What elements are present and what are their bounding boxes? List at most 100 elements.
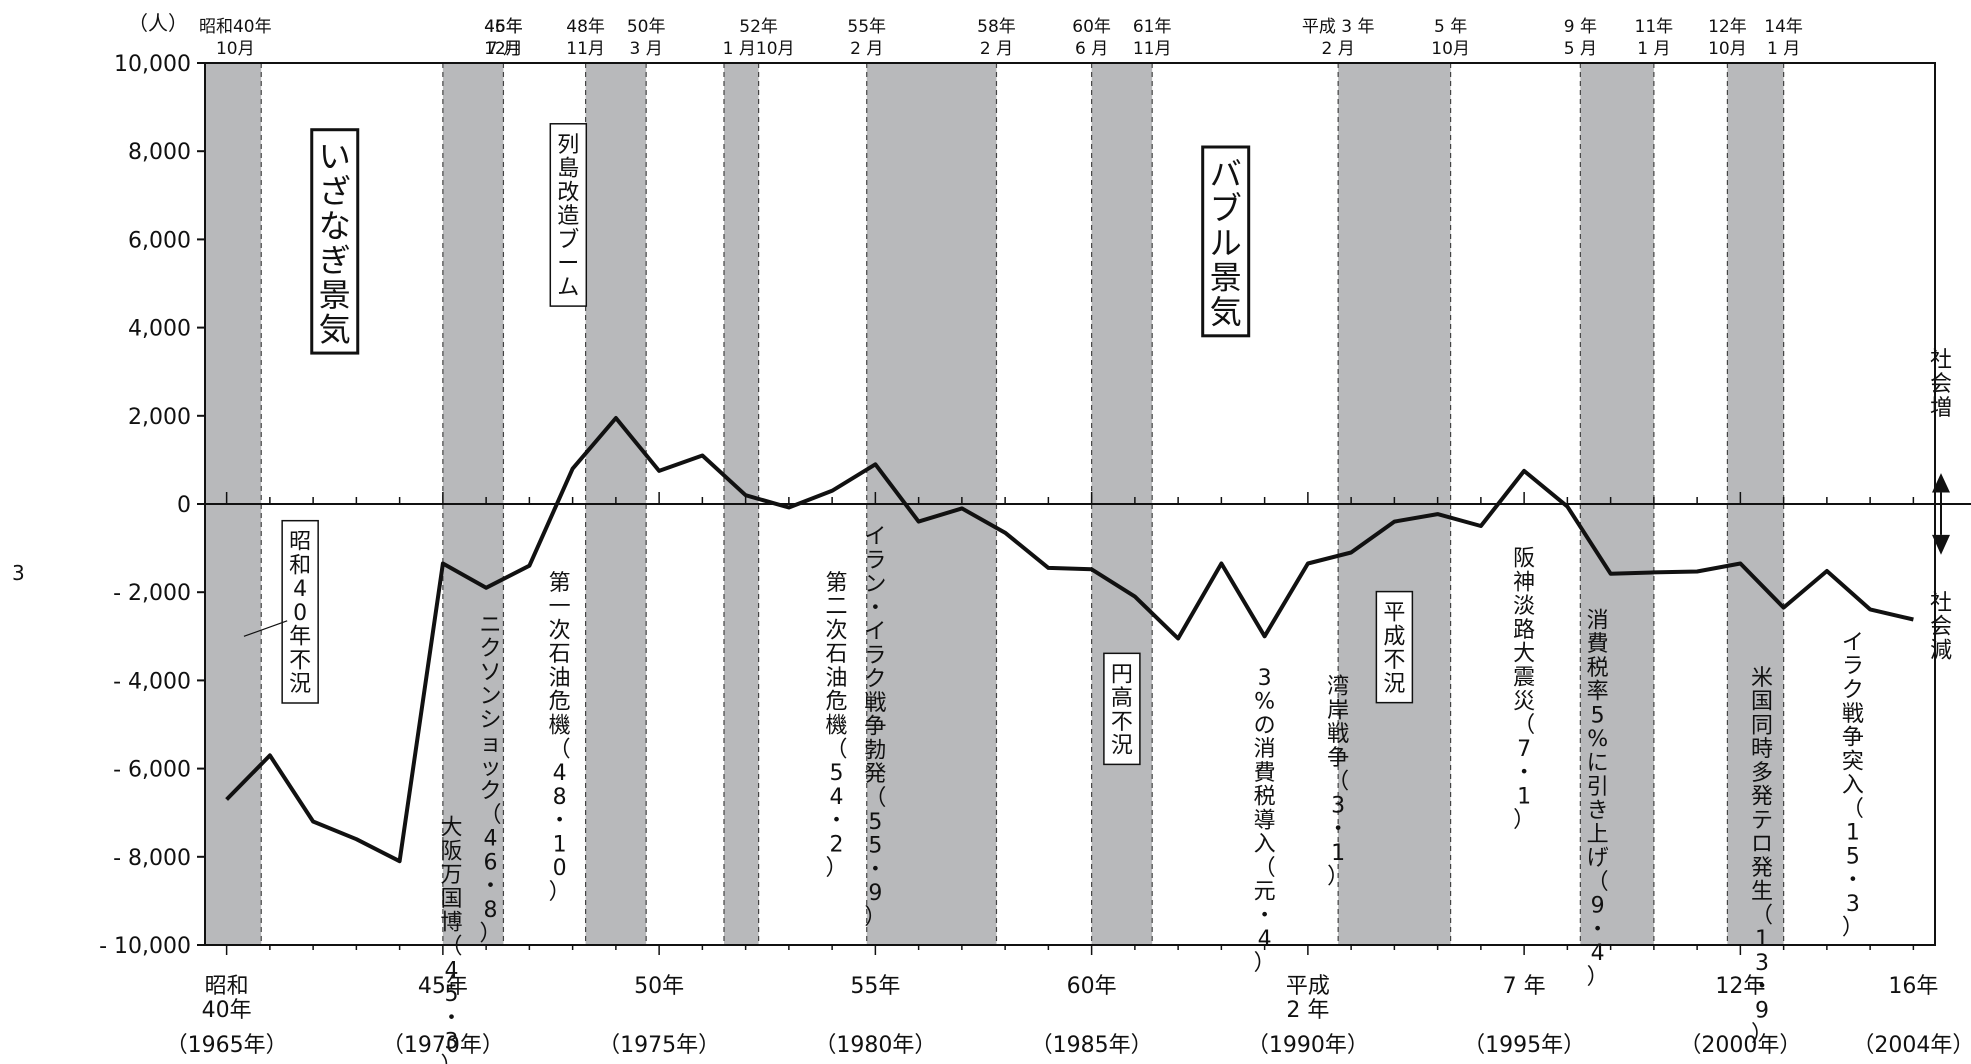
period-start-label: 50年 — [627, 17, 666, 37]
annotation-char: 元 — [1254, 880, 1276, 905]
annotation-char: （ — [825, 737, 847, 762]
annotation-char: 阪 — [1513, 547, 1535, 572]
annotation-char: ム — [557, 275, 579, 300]
annotation-pointer — [243, 620, 288, 637]
annotation-char: の — [1254, 713, 1276, 738]
annotation-char: 税 — [1254, 785, 1276, 810]
x-axis-ticks: 昭和40年（1965年）45年（1970年）50年（1975年）55年（1980… — [166, 492, 1971, 1058]
annotation-char: 1 — [1331, 841, 1345, 866]
annotation-char: （ — [1587, 870, 1609, 895]
y-tick-label: 8,000 — [128, 140, 191, 165]
x-tick-label: 45年 — [418, 974, 468, 999]
annotation-char: ブ — [1210, 190, 1242, 228]
period-start-label: 55年 — [847, 17, 886, 37]
annotation-char: ブ — [557, 228, 579, 253]
x-tick-year-label: （1980年） — [814, 1033, 936, 1058]
annotation-char: ラ — [864, 643, 886, 668]
annotation-char: 生 — [1751, 880, 1773, 905]
annotation-char: 争 — [1327, 746, 1349, 771]
period-start-label: 9 年 — [1564, 17, 1597, 37]
period-start-label: 58年 — [977, 17, 1016, 37]
y-tick-label: - 10,000 — [99, 934, 191, 959]
annotation-char: 減 — [1930, 638, 1952, 663]
annotation-char: 況 — [1111, 734, 1133, 759]
arrow-down-icon — [1932, 534, 1950, 555]
annotation-char: ・ — [479, 874, 501, 899]
period-start-label: 12年 — [1708, 17, 1747, 37]
annotation-char: 不 — [289, 648, 311, 673]
annotation-char: ー — [557, 252, 579, 277]
y-tick-label: 2,000 — [128, 405, 191, 430]
annotation-char: 9 — [1755, 998, 1769, 1023]
annotation-char: 同 — [1751, 713, 1773, 738]
period-month-label: 11月 — [566, 39, 605, 59]
period-month-label: 10月 — [1708, 39, 1747, 59]
annotation-char: ） — [549, 880, 571, 905]
annotation-char: 0 — [293, 601, 307, 626]
period-start-label: 45年 — [484, 17, 523, 37]
y-axis-unit: （人） — [128, 11, 188, 35]
period-month-label: 11月 — [1133, 39, 1172, 59]
annotation-char: 景 — [319, 276, 351, 314]
annotation-char: 大 — [1513, 642, 1535, 667]
annotation-char: 博 — [441, 911, 463, 936]
annotation-char: （ — [1842, 797, 1864, 822]
period-month-label: 5 月 — [1564, 39, 1597, 59]
annotation-char: 岸 — [1327, 698, 1349, 723]
period-start-label: 平成 3 年 — [1302, 17, 1375, 37]
arrow-up-icon — [1932, 473, 1950, 493]
annotation-char: 景 — [1210, 259, 1242, 297]
annotation-char: 不 — [1111, 710, 1133, 735]
x-tick-label: 12年 — [1715, 974, 1765, 999]
x-tick-year-label: （2004年） — [1852, 1033, 1971, 1058]
annotation-char: ・ — [864, 857, 886, 882]
annotation-char: ロ — [1751, 832, 1773, 857]
annotation-char: 戦 — [1842, 702, 1864, 727]
period-start-label: 14年 — [1764, 17, 1803, 37]
y-tick-label: 0 — [177, 493, 191, 518]
annotation-char: イ — [864, 620, 886, 645]
y-tick-label: - 4,000 — [113, 669, 191, 694]
annotation-char: 改 — [557, 180, 579, 205]
annotation-char: ニ — [479, 613, 501, 638]
annotation-char: （ — [549, 737, 571, 762]
annotation-char: ク — [864, 667, 886, 692]
annotation-char: ル — [1210, 224, 1242, 262]
annotation-char: ッ — [479, 755, 501, 780]
annotation-char: 不 — [1383, 648, 1405, 673]
annotation-char: 油 — [549, 666, 571, 691]
annotation-char: 平 — [1383, 601, 1405, 626]
annotation-char: 発 — [864, 762, 886, 787]
annotation-char: 費 — [1254, 761, 1276, 786]
page-side-number: 3 — [12, 561, 25, 585]
annotation-char: ・ — [441, 1006, 463, 1031]
annotation-char: ） — [1327, 865, 1349, 890]
annotation-char: 6 — [483, 850, 497, 875]
annotation-char: 石 — [825, 642, 847, 667]
annotation-char: 会 — [1930, 372, 1952, 397]
period-month-label: 7 月 — [487, 39, 520, 59]
annotation-char: 神 — [1513, 570, 1535, 595]
annotation-box — [281, 519, 319, 704]
annotation-char: 油 — [825, 666, 847, 691]
annotation-char: 消 — [1254, 737, 1276, 762]
annotation-box — [1103, 652, 1141, 766]
annotation-char: 機 — [825, 714, 847, 739]
period-month-label: 12月 — [484, 39, 523, 59]
annotation-char: 第 — [549, 571, 571, 596]
x-tick-year-label: （1965年） — [166, 1033, 288, 1058]
annotation-char: 税 — [1587, 656, 1609, 681]
annotation-char: 社 — [1930, 348, 1952, 373]
annotation-char: 機 — [549, 714, 571, 739]
annotation-char: 2 — [829, 832, 843, 857]
annotation-char: （ — [1254, 856, 1276, 881]
annotation-char: ク — [479, 637, 501, 662]
annotation-char: 8 — [553, 785, 567, 810]
